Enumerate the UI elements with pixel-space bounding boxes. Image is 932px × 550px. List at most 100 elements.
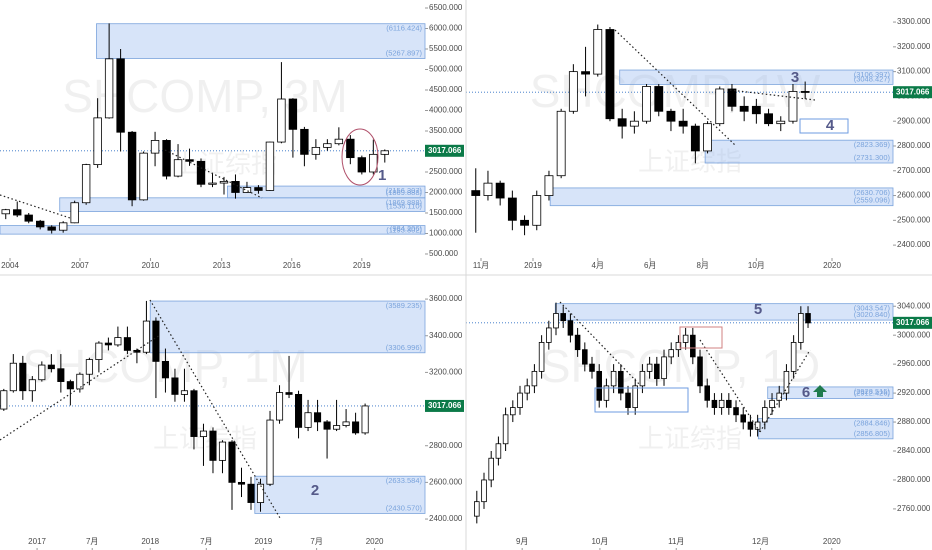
zone-label: (984.206) bbox=[390, 224, 423, 233]
candle-body bbox=[776, 120, 786, 125]
zone bbox=[704, 139, 894, 164]
candle-body bbox=[173, 159, 183, 177]
x-tick-label: 11月 bbox=[668, 537, 684, 546]
y-tick-label: 3500.000 bbox=[429, 126, 463, 135]
candle-body bbox=[76, 373, 84, 390]
zone-label: (2823.369) bbox=[854, 140, 891, 149]
price-tag-label: 3017.066 bbox=[428, 146, 462, 155]
candle-body bbox=[199, 430, 208, 437]
candle-body bbox=[304, 412, 312, 428]
candle-body bbox=[295, 393, 303, 428]
candle-body bbox=[275, 392, 284, 421]
watermark-subtitle: 上证综指 bbox=[638, 148, 742, 178]
x-tick-label: 7月 bbox=[86, 537, 98, 546]
candle-body bbox=[228, 441, 236, 483]
candle-body bbox=[618, 370, 624, 394]
x-tick-label: 2018 bbox=[141, 537, 159, 546]
x-tick-label: 10月 bbox=[591, 537, 608, 546]
candle-body bbox=[57, 368, 65, 382]
candle-body bbox=[357, 157, 367, 173]
candle-body bbox=[323, 421, 331, 430]
price-tag-label: 3017.066 bbox=[896, 318, 930, 327]
zone-label: (1869.888) bbox=[386, 198, 423, 207]
zone-label: (2633.584) bbox=[386, 476, 423, 485]
candle-body bbox=[116, 58, 125, 133]
candle-body bbox=[582, 349, 588, 365]
candle-body bbox=[603, 385, 610, 401]
x-tick-label: 2019 bbox=[353, 261, 371, 270]
y-tick-label: 2800.000 bbox=[897, 141, 931, 150]
x-tick-label: 2007 bbox=[71, 261, 89, 270]
candle-body bbox=[507, 197, 517, 221]
candle-body bbox=[764, 113, 773, 125]
highlight-ellipse bbox=[341, 128, 379, 186]
annotation-number: 3 bbox=[791, 69, 799, 86]
candle-body bbox=[589, 363, 595, 372]
watermark-title: SHCOMP, 1W bbox=[530, 65, 821, 117]
annotation-number: 4 bbox=[826, 117, 835, 134]
zone-label: (2630.706) bbox=[854, 188, 891, 197]
zone-label: (3106.397) bbox=[854, 70, 891, 79]
x-tick-label: 9月 bbox=[516, 537, 528, 546]
candle-body bbox=[0, 390, 8, 410]
candle-body bbox=[556, 110, 566, 177]
zone-label: (2559.096) bbox=[854, 196, 891, 205]
candle-body bbox=[471, 190, 481, 196]
x-tick-label: 11月 bbox=[473, 261, 489, 270]
y-tick-label: 5000.000 bbox=[429, 65, 463, 74]
candle-body bbox=[661, 356, 667, 380]
annotation-box bbox=[799, 118, 849, 134]
candle-body bbox=[256, 483, 265, 503]
trend-line bbox=[0, 194, 71, 219]
candle-body bbox=[697, 356, 703, 387]
candle-body bbox=[185, 159, 194, 162]
price-tag bbox=[425, 399, 464, 412]
candle-body bbox=[617, 118, 627, 127]
candle-body bbox=[190, 390, 198, 437]
zone-label: (2912.426) bbox=[854, 389, 891, 398]
zone bbox=[96, 23, 426, 59]
candle-body bbox=[517, 392, 523, 408]
candle-body bbox=[751, 105, 761, 115]
candle-body bbox=[733, 407, 739, 416]
candle-body bbox=[502, 414, 509, 445]
candle-body bbox=[629, 120, 639, 127]
candle-body bbox=[800, 91, 810, 93]
candle-body bbox=[81, 164, 91, 204]
candle-body bbox=[171, 377, 179, 395]
candle-body bbox=[510, 407, 516, 416]
candle-body bbox=[139, 152, 148, 201]
candle-body bbox=[19, 362, 27, 392]
candle-body bbox=[718, 399, 725, 408]
candle-body bbox=[311, 146, 321, 155]
y-tick-label: 6000.000 bbox=[429, 24, 463, 33]
zone-label: (2430.570) bbox=[386, 503, 423, 512]
zone-label: (5267.897) bbox=[386, 48, 423, 57]
candle-body bbox=[654, 86, 664, 112]
price-tag bbox=[893, 316, 932, 329]
y-tick-label: 4000.000 bbox=[429, 106, 463, 115]
candle-body bbox=[28, 379, 36, 392]
zone bbox=[619, 69, 894, 85]
y-tick-label: 2500.000 bbox=[897, 215, 931, 224]
zone-label: (3589.235) bbox=[386, 301, 423, 310]
trend-line bbox=[559, 301, 641, 386]
candle-body bbox=[1, 209, 10, 215]
x-tick-label: 2019 bbox=[524, 261, 542, 270]
candle-body bbox=[162, 140, 171, 177]
zone-label: (1193.302) bbox=[386, 226, 422, 235]
candle-body bbox=[639, 370, 646, 387]
zone bbox=[59, 197, 426, 212]
x-tick-label: 10月 bbox=[748, 261, 765, 270]
candle-body bbox=[654, 363, 660, 380]
axis-background bbox=[425, 0, 464, 261]
x-tick-label: 7月 bbox=[200, 537, 212, 546]
candle-body bbox=[762, 407, 768, 423]
candle-body bbox=[104, 58, 114, 119]
candle-body bbox=[47, 364, 55, 370]
candle-body bbox=[788, 91, 798, 122]
candle-body bbox=[520, 219, 529, 226]
candle-body bbox=[300, 128, 309, 155]
candle-body bbox=[567, 320, 574, 336]
